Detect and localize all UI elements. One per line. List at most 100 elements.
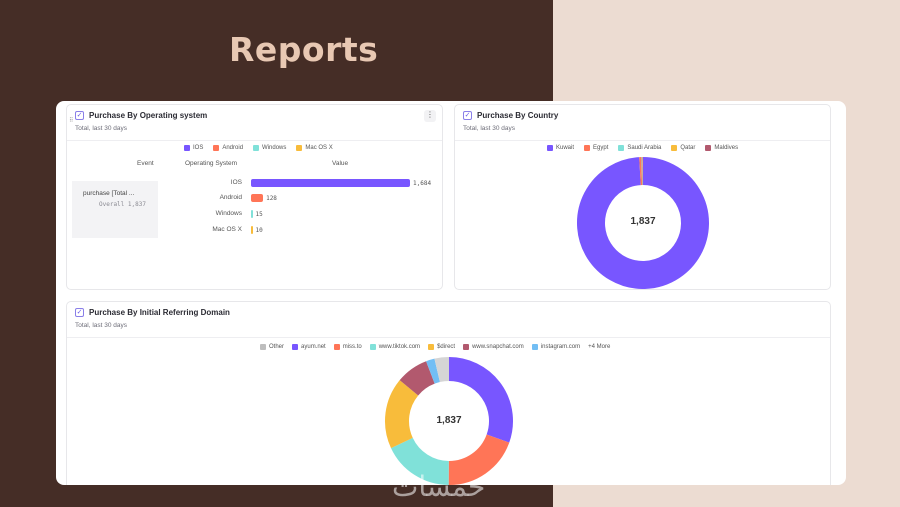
card-purchase-by-domain: ✓ Purchase By Initial Referring Domain T… xyxy=(66,301,831,485)
legend-item-ayum[interactable]: ayum.net xyxy=(292,344,326,350)
legend-swatch xyxy=(333,344,340,350)
legend-swatch xyxy=(463,344,470,350)
card-title-text: Purchase By Initial Referring Domain xyxy=(89,308,230,317)
row-label-ios: IOS xyxy=(230,179,242,186)
legend-item-kuwait[interactable]: Kuwait xyxy=(547,145,574,151)
card-header: ✓ Purchase By Country Total, last 30 day… xyxy=(463,111,822,141)
page-title: Reports xyxy=(229,30,379,69)
divider xyxy=(455,140,830,141)
domain-slice-other[interactable] xyxy=(434,357,450,383)
legend-item-egypt[interactable]: Egypt xyxy=(584,145,608,151)
card-title: ✓ Purchase By Country xyxy=(463,111,822,120)
legend-swatch xyxy=(253,145,260,151)
row-label-android: Android xyxy=(219,194,242,201)
divider xyxy=(67,140,442,141)
legend-label: Mac OS X xyxy=(305,145,333,151)
divider xyxy=(67,337,830,338)
os-bar-value: 10 xyxy=(255,227,263,234)
column-header-value[interactable]: Value xyxy=(332,160,349,167)
os-bar-mac-os-x[interactable] xyxy=(251,226,253,234)
os-row-labels: IOS Android Windows Mac OS X xyxy=(187,179,242,239)
legend-item-miss[interactable]: miss.to xyxy=(333,344,362,350)
legend-swatch xyxy=(547,145,553,151)
legend-swatch xyxy=(184,145,190,151)
legend-swatch xyxy=(292,344,299,350)
card-subtitle: Total, last 30 days xyxy=(75,125,128,132)
dashboard-panel: ⠿ ✓ Purchase By Operating system Total, … xyxy=(56,101,846,485)
domain-slice-ayum-net[interactable] xyxy=(448,357,513,443)
legend-item-direct[interactable]: $direct xyxy=(428,344,455,350)
legend-item-macos[interactable]: Mac OS X xyxy=(296,145,333,151)
legend-item-instagram[interactable]: instagram.com xyxy=(531,344,581,350)
donut-total: 1,837 xyxy=(630,216,656,227)
row-label-macos: Mac OS X xyxy=(212,226,242,233)
domain-slice-www-tiktok-com[interactable] xyxy=(391,437,450,485)
legend-label: Other xyxy=(269,344,285,350)
legend-label: IOS xyxy=(193,145,204,151)
card-purchase-by-os: ⠿ ✓ Purchase By Operating system Total, … xyxy=(66,104,443,290)
domain-slice-www-snapchat-com[interactable] xyxy=(399,361,436,396)
checkbox-icon[interactable]: ✓ xyxy=(463,111,472,120)
event-cell[interactable]: purchase [Total ... Overall 1,837 xyxy=(72,181,158,238)
country-donut-chart xyxy=(577,156,709,289)
legend-swatch xyxy=(428,344,435,350)
column-header-os[interactable]: Operating System xyxy=(185,160,238,167)
domain-slice-instagram-com[interactable] xyxy=(426,358,441,384)
domain-slice--direct[interactable] xyxy=(385,380,419,449)
legend-swatch xyxy=(584,145,591,151)
event-overall: Overall 1,837 xyxy=(99,201,146,208)
domain-donut-chart xyxy=(385,357,513,485)
legend-swatch xyxy=(531,344,538,350)
legend-more[interactable]: +4 More xyxy=(588,344,610,350)
legend-label: www.snapchat.com xyxy=(472,344,524,350)
card-title: ✓ Purchase By Operating system xyxy=(75,111,434,120)
checkbox-icon[interactable]: ✓ xyxy=(75,111,84,120)
legend-swatch xyxy=(296,145,303,151)
country-slice-kuwait[interactable] xyxy=(577,157,709,289)
legend-item-ios[interactable]: IOS xyxy=(184,145,203,151)
legend-swatch xyxy=(260,344,266,350)
legend-label: miss.to xyxy=(342,344,362,350)
legend-item-windows[interactable]: Windows xyxy=(253,145,286,151)
legend-label: Qatar xyxy=(680,145,696,151)
legend-item-other[interactable]: Other xyxy=(260,344,284,350)
os-bar-value: 128 xyxy=(266,195,277,202)
row-label-windows: Windows xyxy=(215,210,242,217)
legend-item-tiktok[interactable]: www.tiktok.com xyxy=(369,344,420,350)
legend-label: ayum.net xyxy=(301,344,326,350)
domain-slice-miss-to[interactable] xyxy=(448,433,510,485)
legend-swatch xyxy=(671,145,678,151)
legend-item-snapchat[interactable]: www.snapchat.com xyxy=(463,344,524,350)
column-header-event[interactable]: Event xyxy=(137,160,154,167)
legend-swatch xyxy=(705,145,712,151)
card-title-text: Purchase By Operating system xyxy=(89,111,208,120)
legend-country: Kuwait Egypt Saudi Arabia Qatar Maldives xyxy=(547,145,738,151)
os-bar-android[interactable] xyxy=(251,194,264,202)
legend-label: instagram.com xyxy=(540,344,581,350)
legend-label: Windows xyxy=(262,145,287,151)
legend-swatch xyxy=(369,344,376,350)
legend-item-qatar[interactable]: Qatar xyxy=(671,145,695,151)
legend-item-android[interactable]: Android xyxy=(213,145,243,151)
card-subtitle: Total, last 30 days xyxy=(75,322,128,329)
legend-label: Maldives xyxy=(714,145,739,151)
checkbox-icon[interactable]: ✓ xyxy=(75,308,84,317)
card-title: ✓ Purchase By Initial Referring Domain xyxy=(75,308,822,317)
legend-item-maldives[interactable]: Maldives xyxy=(705,145,738,151)
legend-item-saudi-arabia[interactable]: Saudi Arabia xyxy=(618,145,661,151)
donut-total: 1,837 xyxy=(436,415,462,426)
os-bar-ios[interactable] xyxy=(251,179,410,187)
legend-label: $direct xyxy=(437,344,456,350)
os-bar-value: 15 xyxy=(255,211,263,218)
os-bar-windows[interactable] xyxy=(251,210,253,218)
more-menu-icon[interactable]: ⋮ xyxy=(424,110,436,122)
legend-label: Android xyxy=(222,145,244,151)
watermark: خمسات xyxy=(392,470,486,503)
card-header: ✓ Purchase By Operating system Total, la… xyxy=(75,111,434,141)
legend-label: Saudi Arabia xyxy=(627,145,662,151)
card-subtitle: Total, last 30 days xyxy=(463,125,516,132)
drag-handle-icon[interactable]: ⠿ xyxy=(69,118,74,124)
event-name: purchase [Total ... xyxy=(83,190,135,197)
legend-label: Egypt xyxy=(593,145,609,151)
legend-domain: Other ayum.net miss.to www.tiktok.com $d… xyxy=(260,344,610,350)
